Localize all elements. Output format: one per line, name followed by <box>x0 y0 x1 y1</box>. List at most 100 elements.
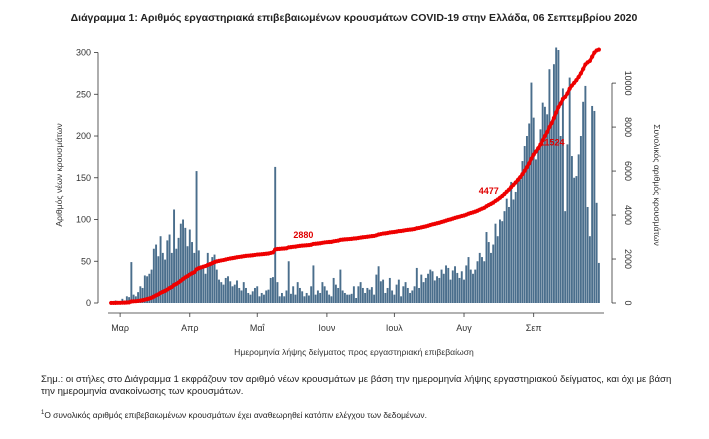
bar <box>285 290 288 303</box>
bar <box>350 293 353 303</box>
bar <box>548 69 551 303</box>
bar <box>332 277 335 303</box>
bar <box>465 265 468 303</box>
bar <box>319 292 322 303</box>
y-tick-label: 300 <box>76 48 91 58</box>
bar <box>458 277 461 303</box>
bar <box>179 223 182 303</box>
annotation-label: 11524 <box>540 137 565 147</box>
line-point <box>590 54 595 59</box>
bar <box>175 248 178 303</box>
bar <box>173 209 176 303</box>
bar <box>586 206 589 303</box>
bar <box>184 227 187 303</box>
bar <box>404 282 407 303</box>
line-point <box>547 124 552 130</box>
bar <box>508 206 510 303</box>
bar <box>254 287 256 303</box>
bar <box>379 281 382 303</box>
bar <box>182 219 185 303</box>
bar <box>146 276 149 303</box>
y2-tick-label: 0 <box>623 300 633 305</box>
line-point <box>578 71 583 76</box>
bar <box>148 273 151 303</box>
bar <box>310 286 313 303</box>
bar <box>195 171 198 303</box>
x-tick-label: Μαΐ <box>250 323 266 333</box>
bar <box>215 269 218 303</box>
footnote-revision-text: Ο συνολικός αριθμός επιβεβαιωμένων κρουσ… <box>44 409 427 420</box>
bar <box>164 259 167 303</box>
bar-series <box>110 47 600 304</box>
bar <box>469 269 472 303</box>
bar <box>343 292 346 303</box>
y-tick-label: 50 <box>81 256 91 266</box>
y2-tick-label: 2000 <box>623 249 633 269</box>
line-point <box>565 91 570 96</box>
annotation-label: 2880 <box>293 230 313 240</box>
line-point <box>538 142 543 147</box>
bar <box>492 244 495 303</box>
bar <box>361 287 364 303</box>
footnote-marker: 1 <box>41 410 45 416</box>
bar <box>433 280 436 303</box>
bar <box>575 176 578 303</box>
bar <box>227 276 229 303</box>
bar <box>411 290 414 303</box>
bar <box>591 105 594 303</box>
bar <box>424 277 427 303</box>
bar <box>348 294 351 303</box>
bar <box>393 294 396 303</box>
bar <box>323 286 326 303</box>
x-axis: Μαρ Απρ Μαΐ Ιουν Ιουλ Αυγ Σεπ <box>108 312 604 333</box>
line-point <box>518 175 523 180</box>
bar <box>224 277 227 303</box>
bar <box>541 102 544 303</box>
bar <box>517 177 519 303</box>
bar <box>490 252 492 303</box>
bar <box>355 297 358 303</box>
bar <box>337 287 340 303</box>
bar <box>514 191 517 303</box>
line-point <box>554 110 559 115</box>
bar <box>456 272 459 303</box>
line-point <box>576 74 581 80</box>
line-point <box>520 172 525 177</box>
bar <box>247 292 250 303</box>
bar <box>152 248 155 303</box>
bar <box>316 290 319 303</box>
footnote-revision: 1Ο συνολικός αριθμός επιβεβαιωμένων κρου… <box>41 407 427 421</box>
bar <box>260 292 263 303</box>
bar <box>193 252 196 303</box>
bar <box>406 287 409 303</box>
bar <box>539 129 542 303</box>
bar <box>334 284 337 303</box>
bar <box>505 198 508 303</box>
y-axis-left: 0 50 100 150 200 250 300 <box>76 48 99 308</box>
bar <box>454 266 456 303</box>
bar <box>296 282 299 303</box>
bar <box>467 257 470 303</box>
y2-tick-label: 4000 <box>623 205 633 225</box>
bar <box>501 221 504 303</box>
bar <box>258 296 261 303</box>
bar <box>373 294 376 303</box>
bar <box>236 280 238 303</box>
bar <box>289 293 292 303</box>
bar <box>534 159 537 303</box>
bar <box>128 297 131 303</box>
bar <box>276 282 279 303</box>
bar <box>409 292 412 303</box>
bar <box>166 240 169 303</box>
y-tick-label: 0 <box>86 298 91 308</box>
line-point <box>574 78 579 83</box>
bar <box>438 277 441 303</box>
bar <box>577 154 580 303</box>
bar <box>499 219 501 303</box>
bar <box>220 282 223 303</box>
bar <box>427 273 430 303</box>
bar <box>440 269 443 303</box>
bar <box>301 291 304 303</box>
bar <box>366 287 369 303</box>
bar <box>139 286 142 303</box>
